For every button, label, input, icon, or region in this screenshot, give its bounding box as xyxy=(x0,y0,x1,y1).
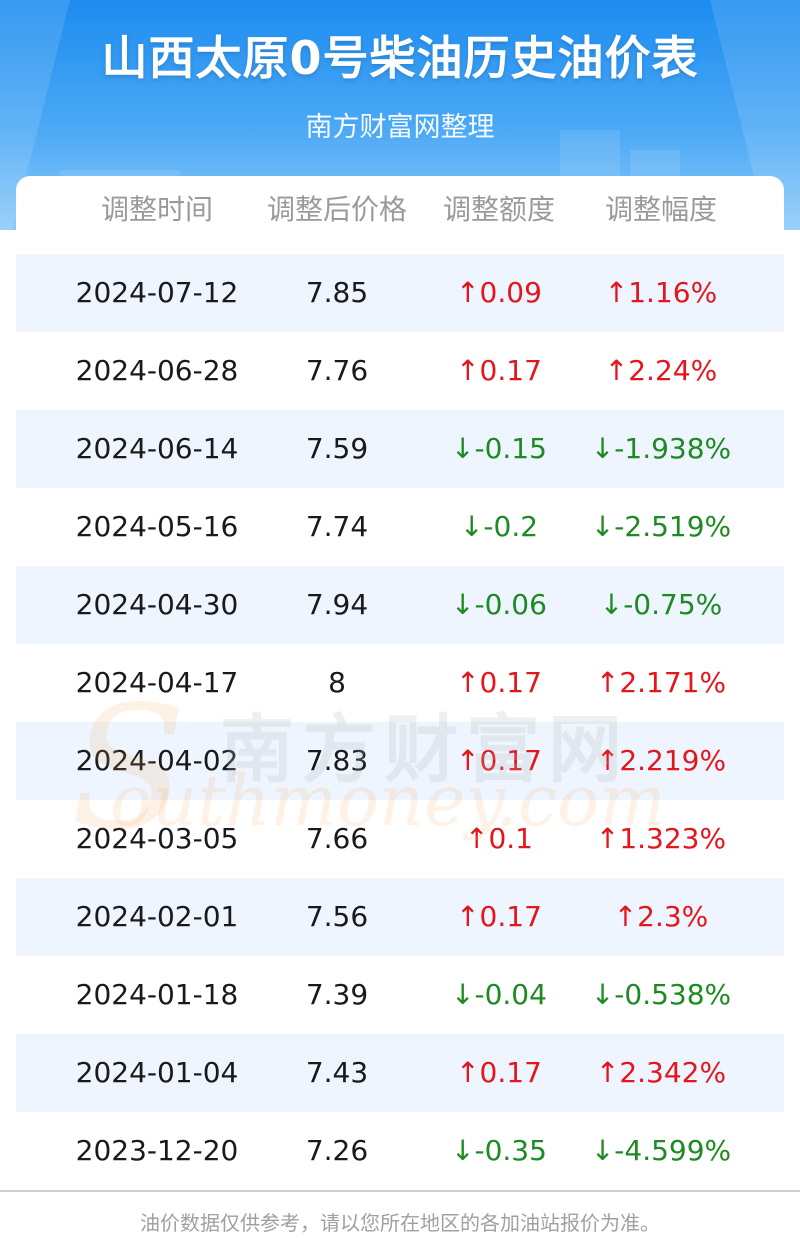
change-cell: ↑0.17 xyxy=(419,722,579,800)
table-row: 2024-05-16 7.74 ↓-0.2 ↓-2.519% xyxy=(16,488,784,566)
table-body: 2024-07-12 7.85 ↑0.09 ↑1.16% 2024-06-28 7.76 ↑… xyxy=(16,254,784,1190)
date-cell: 2024-06-28 xyxy=(57,332,257,410)
change-cell: ↑0.17 xyxy=(419,332,579,410)
date-cell: 2024-07-12 xyxy=(57,254,257,332)
footer-note: 油价数据仅供参考，请以您所在地区的各加油站报价为准。 xyxy=(0,1207,800,1236)
price-cell: 8 xyxy=(257,644,417,722)
table-row: 2024-06-14 7.59 ↓-0.15 ↓-1.938% xyxy=(16,410,784,488)
table-row: 2024-04-02 7.83 ↑0.17 ↑2.219% xyxy=(16,722,784,800)
date-cell: 2024-04-17 xyxy=(57,644,257,722)
price-cell: 7.56 xyxy=(257,878,417,956)
percent-cell: ↓-1.938% xyxy=(581,410,741,488)
date-cell: 2024-04-02 xyxy=(57,722,257,800)
date-cell: 2023-12-20 xyxy=(57,1112,257,1190)
date-cell: 2024-06-14 xyxy=(57,410,257,488)
table-row: 2024-04-17 8 ↑0.17 ↑2.171% xyxy=(16,644,784,722)
table-row: 2023-12-20 7.26 ↓-0.35 ↓-4.599% xyxy=(16,1112,784,1190)
price-cell: 7.94 xyxy=(257,566,417,644)
percent-cell: ↓-0.75% xyxy=(581,566,741,644)
change-cell: ↑0.09 xyxy=(419,254,579,332)
table-row: 2024-04-30 7.94 ↓-0.06 ↓-0.75% xyxy=(16,566,784,644)
table-row: 2024-02-01 7.56 ↑0.17 ↑2.3% xyxy=(16,878,784,956)
change-cell: ↓-0.35 xyxy=(419,1112,579,1190)
column-header-price: 调整后价格 xyxy=(257,176,417,254)
column-header-date: 调整时间 xyxy=(57,176,257,254)
date-cell: 2024-02-01 xyxy=(57,878,257,956)
percent-cell: ↑2.171% xyxy=(581,644,741,722)
change-cell: ↑0.1 xyxy=(419,800,579,878)
date-cell: 2024-05-16 xyxy=(57,488,257,566)
change-cell: ↓-0.06 xyxy=(419,566,579,644)
percent-cell: ↑1.16% xyxy=(581,254,741,332)
price-cell: 7.39 xyxy=(257,956,417,1034)
table-row: 2024-01-18 7.39 ↓-0.04 ↓-0.538% xyxy=(16,956,784,1034)
price-cell: 7.74 xyxy=(257,488,417,566)
price-cell: 7.43 xyxy=(257,1034,417,1112)
table-row: 2024-01-04 7.43 ↑0.17 ↑2.342% xyxy=(16,1034,784,1112)
page-subtitle: 南方财富网整理 xyxy=(0,105,800,144)
table-header: 调整时间 调整后价格 调整额度 调整幅度 xyxy=(16,176,784,254)
date-cell: 2024-03-05 xyxy=(57,800,257,878)
date-cell: 2024-01-18 xyxy=(57,956,257,1034)
column-header-change: 调整额度 xyxy=(419,176,579,254)
percent-cell: ↓-2.519% xyxy=(581,488,741,566)
percent-cell: ↑2.219% xyxy=(581,722,741,800)
percent-cell: ↓-0.538% xyxy=(581,956,741,1034)
page-title: 山西太原0号柴油历史油价表 xyxy=(0,22,800,88)
date-cell: 2024-01-04 xyxy=(57,1034,257,1112)
table-row: 2024-06-28 7.76 ↑0.17 ↑2.24% xyxy=(16,332,784,410)
change-cell: ↓-0.2 xyxy=(419,488,579,566)
percent-cell: ↑2.3% xyxy=(581,878,741,956)
price-cell: 7.66 xyxy=(257,800,417,878)
column-header-percent: 调整幅度 xyxy=(581,176,741,254)
price-cell: 7.83 xyxy=(257,722,417,800)
change-cell: ↓-0.15 xyxy=(419,410,579,488)
price-cell: 7.26 xyxy=(257,1112,417,1190)
percent-cell: ↑2.24% xyxy=(581,332,741,410)
date-cell: 2024-04-30 xyxy=(57,566,257,644)
change-cell: ↓-0.04 xyxy=(419,956,579,1034)
footer-divider xyxy=(0,1190,800,1192)
table-row: 2024-03-05 7.66 ↑0.1 ↑1.323% xyxy=(16,800,784,878)
price-cell: 7.59 xyxy=(257,410,417,488)
change-cell: ↑0.17 xyxy=(419,644,579,722)
change-cell: ↑0.17 xyxy=(419,878,579,956)
percent-cell: ↑2.342% xyxy=(581,1034,741,1112)
percent-cell: ↑1.323% xyxy=(581,800,741,878)
price-cell: 7.85 xyxy=(257,254,417,332)
change-cell: ↑0.17 xyxy=(419,1034,579,1112)
price-table-card: 调整时间 调整后价格 调整额度 调整幅度 2024-07-12 7.85 ↑0.09… xyxy=(16,176,784,1192)
price-cell: 7.76 xyxy=(257,332,417,410)
table-row: 2024-07-12 7.85 ↑0.09 ↑1.16% xyxy=(16,254,784,332)
percent-cell: ↓-4.599% xyxy=(581,1112,741,1190)
